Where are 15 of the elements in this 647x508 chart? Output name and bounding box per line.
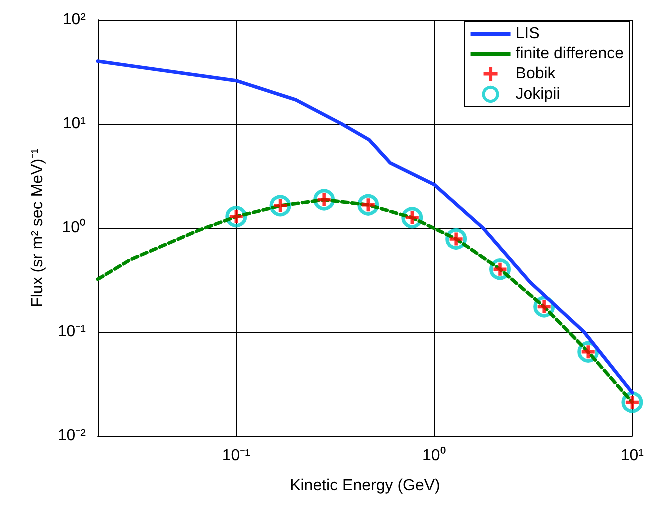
legend-label: Bobik xyxy=(516,66,557,82)
point xyxy=(358,194,380,216)
legend-label: finite difference xyxy=(516,46,624,62)
y-tick-label: 10¹ xyxy=(62,116,86,132)
y-tick-label: 10² xyxy=(62,12,87,28)
x-tick-label: 10⁻¹ xyxy=(222,448,250,464)
x-tick-label: 10⁰ xyxy=(422,446,446,464)
x-axis-title: Kinetic Energy (GeV) xyxy=(290,478,440,494)
legend-label: LIS xyxy=(516,26,540,42)
x-tick-label: 10¹ xyxy=(620,448,644,464)
y-tick-label: 10⁰ xyxy=(62,218,86,236)
y-tick-label: 10⁻¹ xyxy=(58,324,86,340)
legend-label: Jokipii xyxy=(516,86,560,103)
y-axis-title: Flux (sr m² sec MeV)⁻¹ xyxy=(30,148,46,308)
y-tick-label: 10⁻² xyxy=(58,428,87,444)
